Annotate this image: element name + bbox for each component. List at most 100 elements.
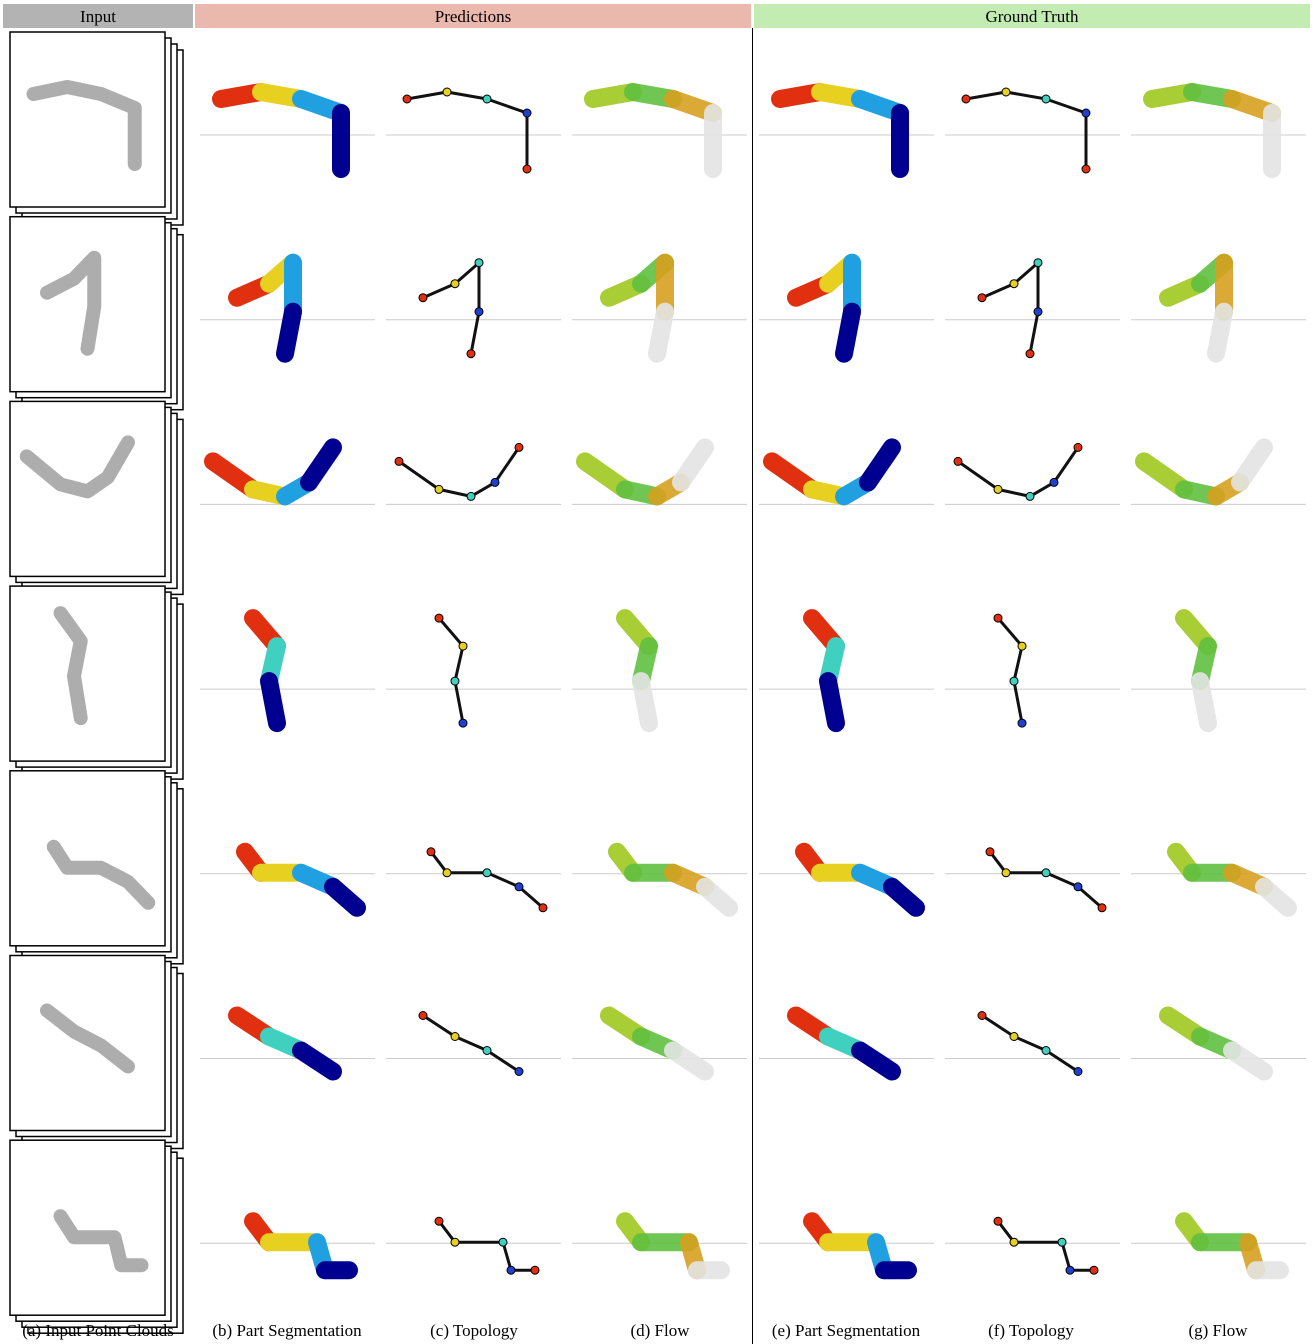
topology-joint [451, 280, 459, 288]
topology-joint [507, 1266, 515, 1274]
topology-joint [491, 478, 499, 486]
topology-joint [994, 485, 1002, 493]
topology-joint [1042, 869, 1050, 877]
topology-joint [1002, 869, 1010, 877]
topology-edge [487, 873, 519, 887]
segment-part [892, 887, 916, 908]
caption: (e) Part Segmentation [772, 1321, 921, 1340]
predictions-header: Predictions [435, 7, 512, 26]
segment-part [860, 1051, 892, 1072]
segment-part [309, 447, 333, 482]
topology-edge [1078, 887, 1102, 908]
topology-joint [954, 457, 962, 465]
segment-part [285, 312, 293, 354]
topology-joint [1018, 719, 1026, 727]
topology-edge [1014, 681, 1022, 723]
topology-edge [519, 887, 543, 908]
topology-joint [435, 485, 443, 493]
topology-edge [1054, 447, 1078, 482]
topology-joint [1050, 478, 1058, 486]
topology-edge [407, 92, 447, 99]
topology-joint [1066, 1266, 1074, 1274]
caption: (c) Topology [430, 1321, 518, 1340]
figure: Input Predictions Ground Truth (a) Input… [0, 0, 1313, 1344]
topology-joint [467, 350, 475, 358]
topology-edge [455, 1037, 487, 1051]
topology-joint [1082, 109, 1090, 117]
topology-joint [1034, 308, 1042, 316]
topology-edge [471, 312, 479, 354]
topology-joint [962, 95, 970, 103]
segment-part [301, 1051, 333, 1072]
topology-edge [966, 92, 1006, 99]
topology-edge [455, 681, 463, 723]
topology-joint [515, 883, 523, 891]
topology-edge [399, 461, 439, 489]
topology-joint [419, 294, 427, 302]
topology-joint [483, 95, 491, 103]
topology-joint [483, 1047, 491, 1055]
topology-joint [1018, 642, 1026, 650]
topology-edge [439, 618, 463, 646]
topology-joint [1074, 443, 1082, 451]
caption: (b) Part Segmentation [212, 1321, 362, 1340]
topology-joint [994, 614, 1002, 622]
topology-joint [1098, 904, 1106, 912]
topology-edge [495, 447, 519, 482]
topology-joint [395, 457, 403, 465]
topology-joint [1074, 883, 1082, 891]
flow-part [1264, 887, 1288, 908]
topology-joint [1082, 165, 1090, 173]
topology-joint [475, 308, 483, 316]
input-header: Input [80, 7, 116, 26]
topology-joint [1042, 1047, 1050, 1055]
topology-joint [419, 1012, 427, 1020]
topology-edge [487, 99, 527, 113]
topology-joint [443, 869, 451, 877]
topology-joint [1074, 1068, 1082, 1076]
topology-joint [539, 904, 547, 912]
segment-part [868, 447, 892, 482]
topology-edge [1006, 92, 1046, 99]
topology-joint [475, 259, 483, 267]
topology-joint [994, 1217, 1002, 1225]
topology-joint [499, 1238, 507, 1246]
topology-edge [1014, 263, 1038, 284]
topology-joint [451, 1238, 459, 1246]
flow-part [705, 887, 729, 908]
topology-joint [1026, 492, 1034, 500]
topology-edge [1014, 1037, 1046, 1051]
topology-joint [1090, 1266, 1098, 1274]
topology-joint [483, 869, 491, 877]
topology-edge [958, 461, 998, 489]
topology-joint [1058, 1238, 1066, 1246]
input-frame [10, 586, 165, 761]
ground-truth-header: Ground Truth [985, 7, 1079, 26]
topology-joint [531, 1266, 539, 1274]
flow-part [1200, 681, 1208, 723]
topology-edge [439, 489, 471, 496]
captions: (a) Input Point Clouds(b) Part Segmentat… [22, 1321, 1248, 1340]
caption: (d) Flow [630, 1321, 690, 1340]
topology-joint [515, 1068, 523, 1076]
topology-joint [523, 109, 531, 117]
topology-edge [1046, 873, 1078, 887]
topology-edge [982, 1016, 1014, 1037]
caption: (g) Flow [1188, 1321, 1248, 1340]
flow-part [657, 312, 665, 354]
topology-edge [1046, 99, 1086, 113]
topology-edge [423, 284, 455, 298]
flow-part [1240, 447, 1264, 482]
flow-part [641, 681, 649, 723]
segment-part [269, 681, 277, 723]
topology-joint [1010, 677, 1018, 685]
topology-joint [435, 1217, 443, 1225]
topology-joint [467, 492, 475, 500]
topology-edge [455, 646, 463, 681]
topology-joint [986, 848, 994, 856]
topology-joint [459, 642, 467, 650]
topology-joint [435, 614, 443, 622]
topology-joint [451, 677, 459, 685]
flow-part [681, 447, 705, 482]
topology-joint [978, 1012, 986, 1020]
